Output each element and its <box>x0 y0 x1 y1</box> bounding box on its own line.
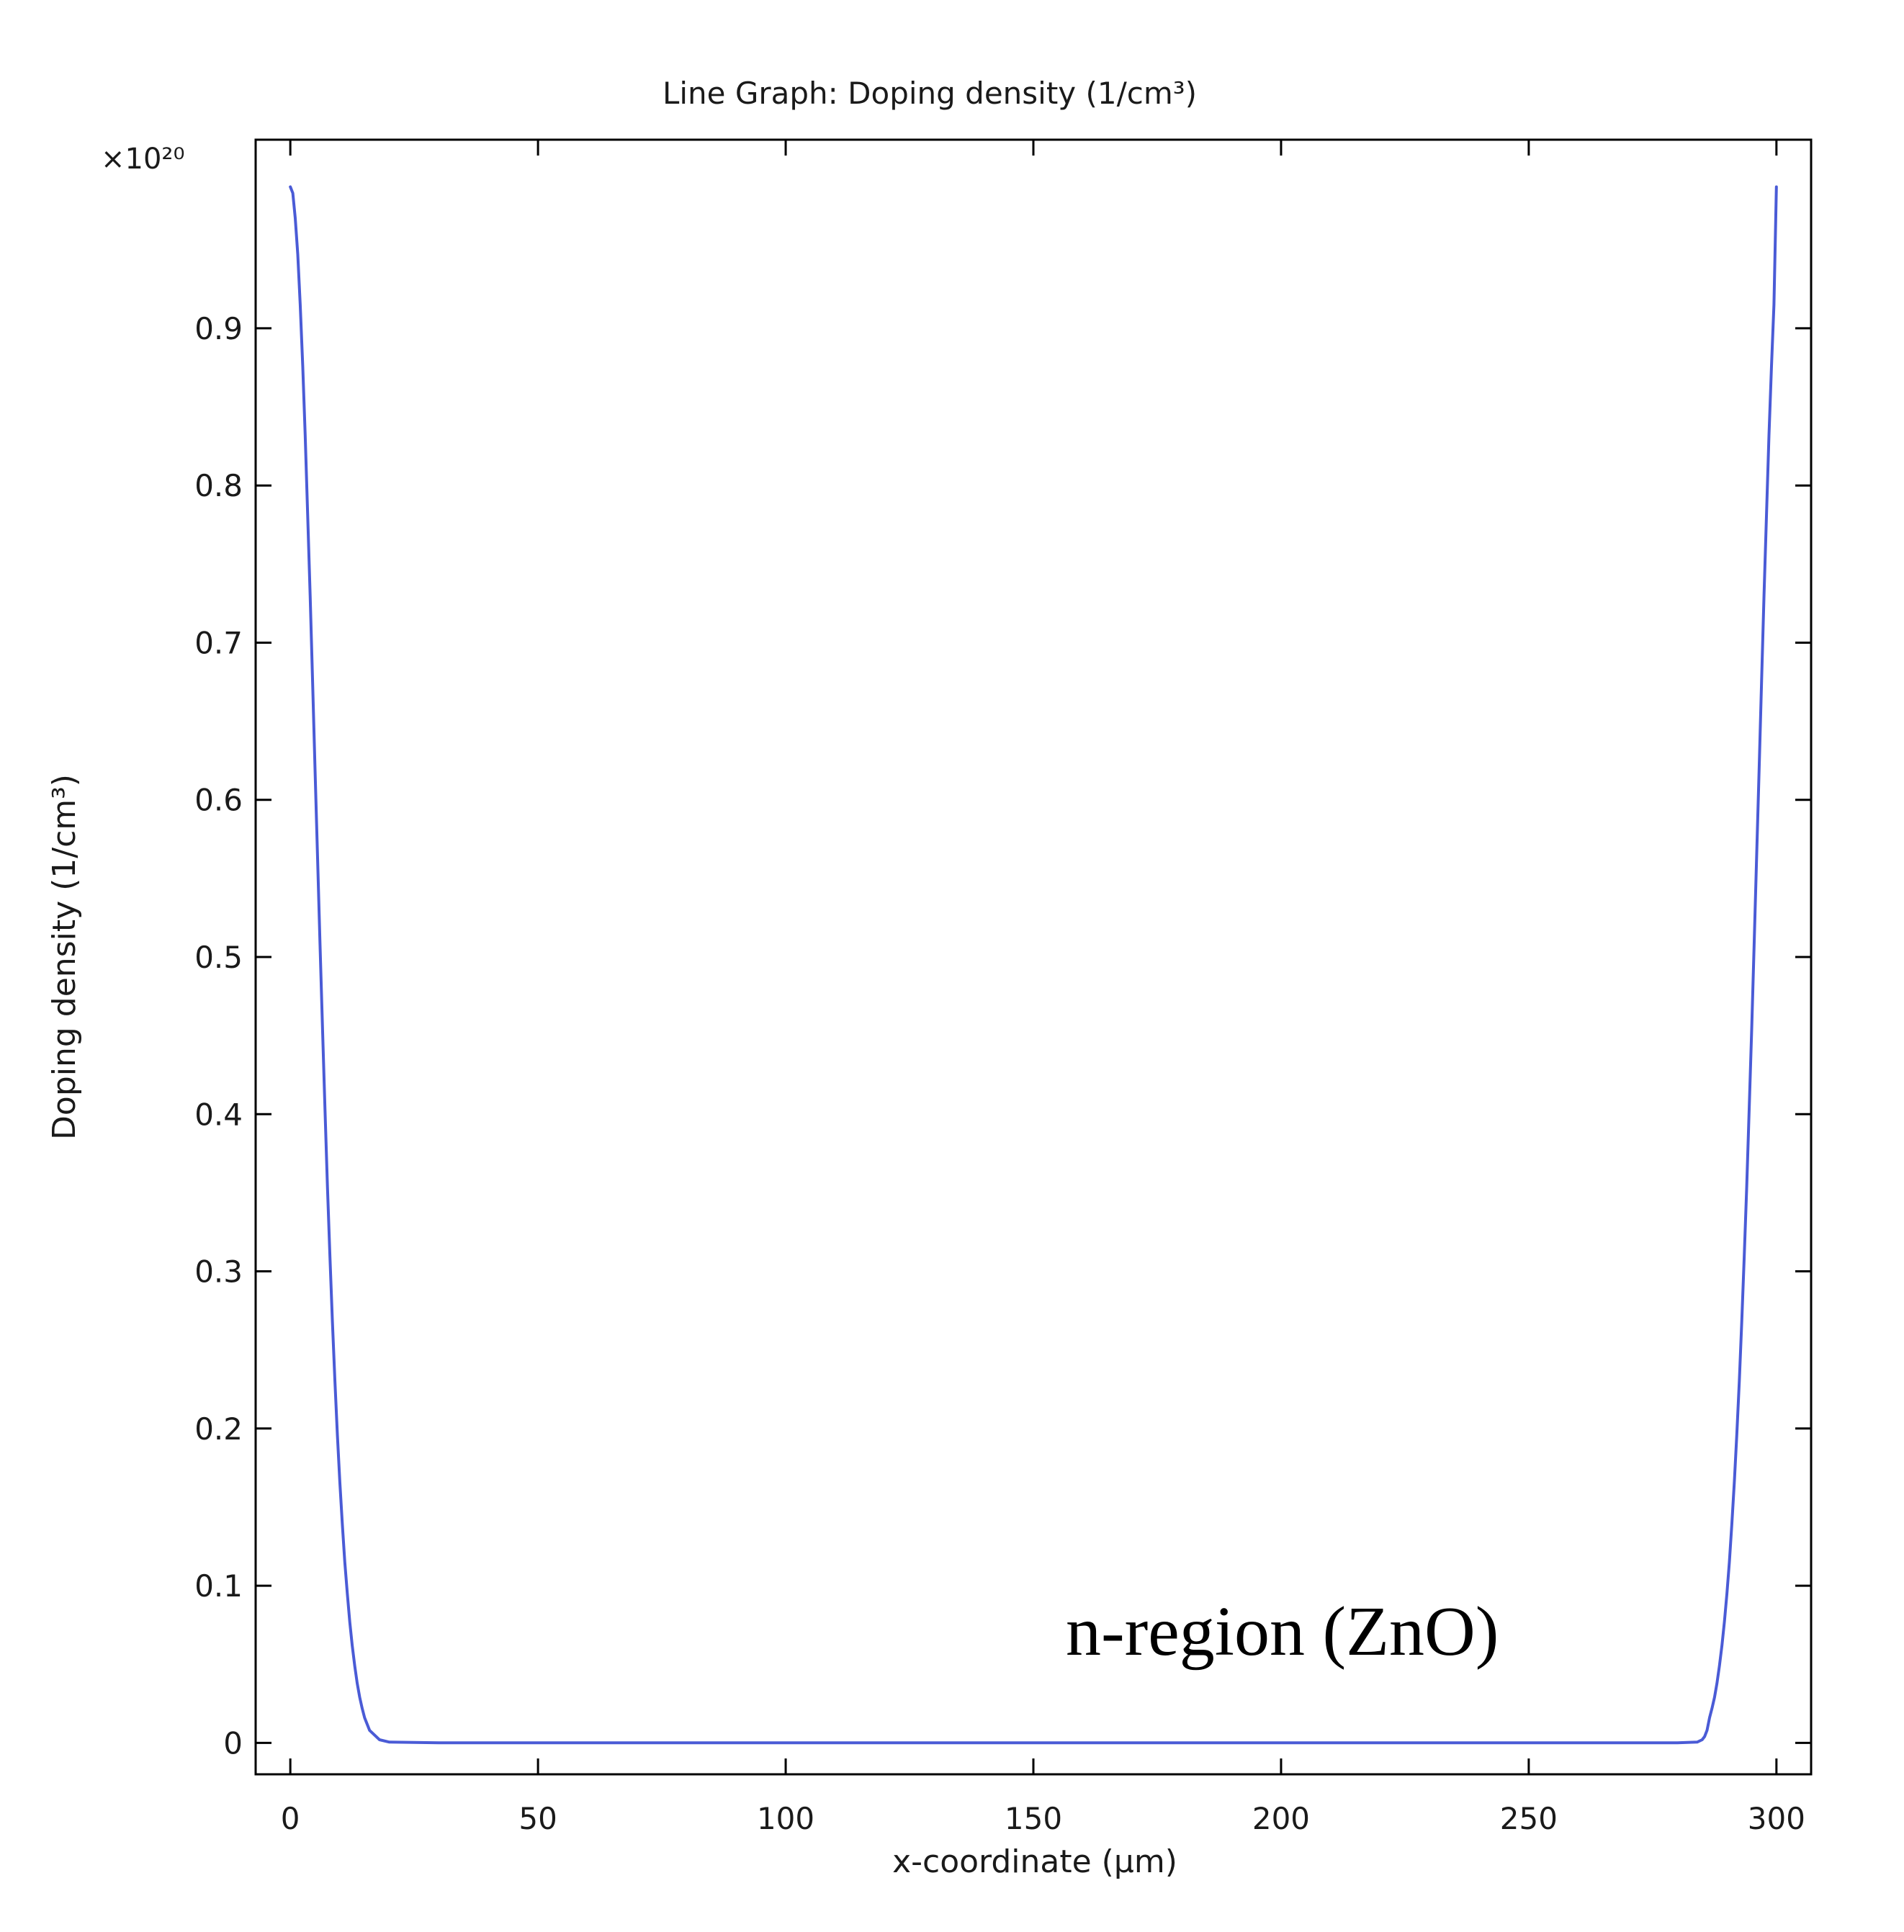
y-tick-label: 0.7 <box>194 625 243 660</box>
axis-ticks <box>256 140 1811 1774</box>
x-axis-label: x-coordinate (µm) <box>892 1843 1177 1880</box>
y-tick-label: 0.8 <box>194 468 243 503</box>
y-tick-label: 0.1 <box>194 1568 243 1604</box>
y-tick-label: 0.9 <box>194 311 243 346</box>
x-tick-label: 0 <box>281 1801 300 1836</box>
x-tick-label: 300 <box>1748 1801 1805 1836</box>
x-tick-label: 100 <box>757 1801 814 1836</box>
y-axis-multiplier: ×10²⁰ <box>101 143 184 176</box>
y-tick-label: 0.3 <box>194 1254 243 1290</box>
x-tick-label: 250 <box>1500 1801 1558 1836</box>
y-axis-label: Doping density (1/cm³) <box>46 774 83 1140</box>
x-tick-label: 200 <box>1252 1801 1310 1836</box>
plot-frame <box>254 138 1813 1776</box>
y-tick-label: 0 <box>223 1725 243 1761</box>
x-tick-label: 50 <box>518 1801 557 1836</box>
chart-title: Line Graph: Doping density (1/cm³) <box>663 76 1197 111</box>
y-tick-label: 0.5 <box>194 940 243 975</box>
x-tick-labels: 0 50 100 150 200 250 300 <box>281 1801 1805 1836</box>
y-tick-label: 0.2 <box>194 1411 243 1447</box>
y-tick-label: 0.4 <box>194 1097 243 1132</box>
doping-density-line <box>289 185 1778 1745</box>
x-tick-label: 150 <box>1005 1801 1062 1836</box>
region-annotation: n-region (ZnO) <box>1066 1593 1499 1671</box>
y-tick-labels: 0 0.1 0.2 0.3 0.4 0.5 0.6 0.7 0.8 0.9 <box>194 311 243 1761</box>
y-tick-label: 0.6 <box>194 783 243 818</box>
